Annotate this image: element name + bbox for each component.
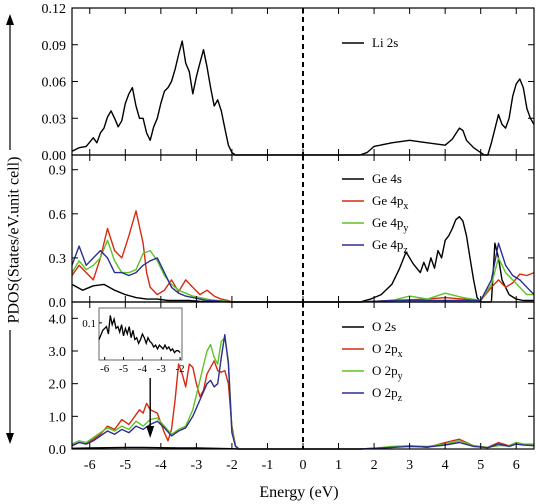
inset-x-tick-label: -6: [100, 363, 110, 375]
y-tick-label: 0.0: [49, 443, 67, 458]
legend-entry: Ge 4pz: [372, 237, 408, 256]
panel-3: 0.0 1.0 2.0 3.0 4.0 O 2s O 2px O 2py O 2pz: [49, 301, 535, 458]
panel-1: 0.00 0.03 0.06 0.09 0.12 Li 2s: [42, 2, 535, 164]
legend-subscript: z: [403, 245, 408, 256]
x-axis-title: Energy (eV): [259, 484, 338, 501]
legend-entry: Li 2s: [372, 35, 398, 50]
x-tick-label: 4: [442, 458, 449, 473]
inset-x-tick-label: -3: [157, 363, 167, 375]
legend-subscript: x: [398, 349, 403, 360]
y-tick-label: 0.09: [42, 39, 67, 54]
y-tick-label: 2.0: [49, 378, 67, 393]
legend-subscript: y: [403, 223, 408, 234]
legend-subscript: y: [398, 371, 403, 382]
inset-x-tick-label: -2: [176, 363, 185, 375]
legend-entry: O 2px: [372, 341, 403, 360]
series-line-ge-4py: [71, 239, 534, 303]
legend-subscript: z: [398, 393, 403, 404]
inset-y-tick-label: 0.1: [82, 318, 96, 330]
y-tick-label: 0.9: [49, 164, 67, 179]
legend-entry: O 2s: [372, 319, 396, 334]
legend-entry: Ge 4py: [372, 215, 408, 234]
y-tick-label: 0.12: [42, 2, 67, 17]
series-line-o-2py: [71, 337, 534, 450]
legend-entry: Ge 4px: [372, 193, 408, 212]
x-axis: -6 -5 -4 -3 -2 -1 0 1 2 3 4 5 6: [84, 458, 520, 473]
inset-pointer-arrowhead: [146, 426, 155, 438]
x-tick-label: -1: [262, 458, 274, 473]
y-tick-label: 0.03: [42, 112, 67, 127]
legend-subscript: x: [403, 201, 408, 212]
x-tick-label: -5: [119, 458, 131, 473]
x-tick-label: -2: [226, 458, 238, 473]
y-tick-label: 1.0: [49, 410, 67, 425]
y-tick-label: 3.0: [49, 345, 67, 360]
x-tick-label: 6: [513, 458, 520, 473]
inset-plot: -6 -5 -4 -3 -2 0.1: [82, 307, 185, 438]
x-tick-label: 5: [477, 458, 484, 473]
inset-series-line: [98, 315, 181, 354]
y-tick-label: 0.3: [49, 252, 67, 267]
y-tick-label: 0.00: [42, 149, 67, 164]
series-line-li-2s: [71, 40, 535, 156]
plot-panels: 0.00 0.03 0.06 0.09 0.12 Li 2s 0.0 0.3 0.6 0.9 Ge …: [42, 2, 535, 458]
inset-frame: [98, 307, 183, 361]
x-tick-label: 3: [406, 458, 413, 473]
series-line-ge-4px: [71, 210, 535, 303]
y-axis-arrow: [6, 14, 14, 444]
inset-x-tick-label: -5: [119, 363, 129, 375]
y-tick-label: 0.0: [49, 296, 67, 311]
x-tick-label: -3: [191, 458, 203, 473]
legend-entry: O 2py: [372, 363, 403, 382]
y-tick-label: 4.0: [49, 312, 67, 327]
legend-entry: Ge 4s: [372, 171, 402, 186]
y-axis-title: PDOS(States/eV.unit cell): [6, 157, 23, 324]
x-tick-label: 2: [371, 458, 378, 473]
legend-entry: O 2pz: [372, 385, 403, 404]
y-tick-label: 0.06: [42, 76, 67, 91]
x-tick-label: -6: [84, 458, 96, 473]
series-line-o-2pz: [71, 334, 535, 450]
panel-2: 0.0 0.3 0.6 0.9 Ge 4s Ge 4px Ge 4py Ge 4pz: [49, 154, 535, 311]
inset-x-tick-label: -4: [138, 363, 148, 375]
y-tick-label: 0.6: [49, 208, 67, 223]
x-tick-label: 1: [335, 458, 342, 473]
x-tick-label: -4: [155, 458, 167, 473]
x-tick-label: 0: [300, 458, 307, 473]
